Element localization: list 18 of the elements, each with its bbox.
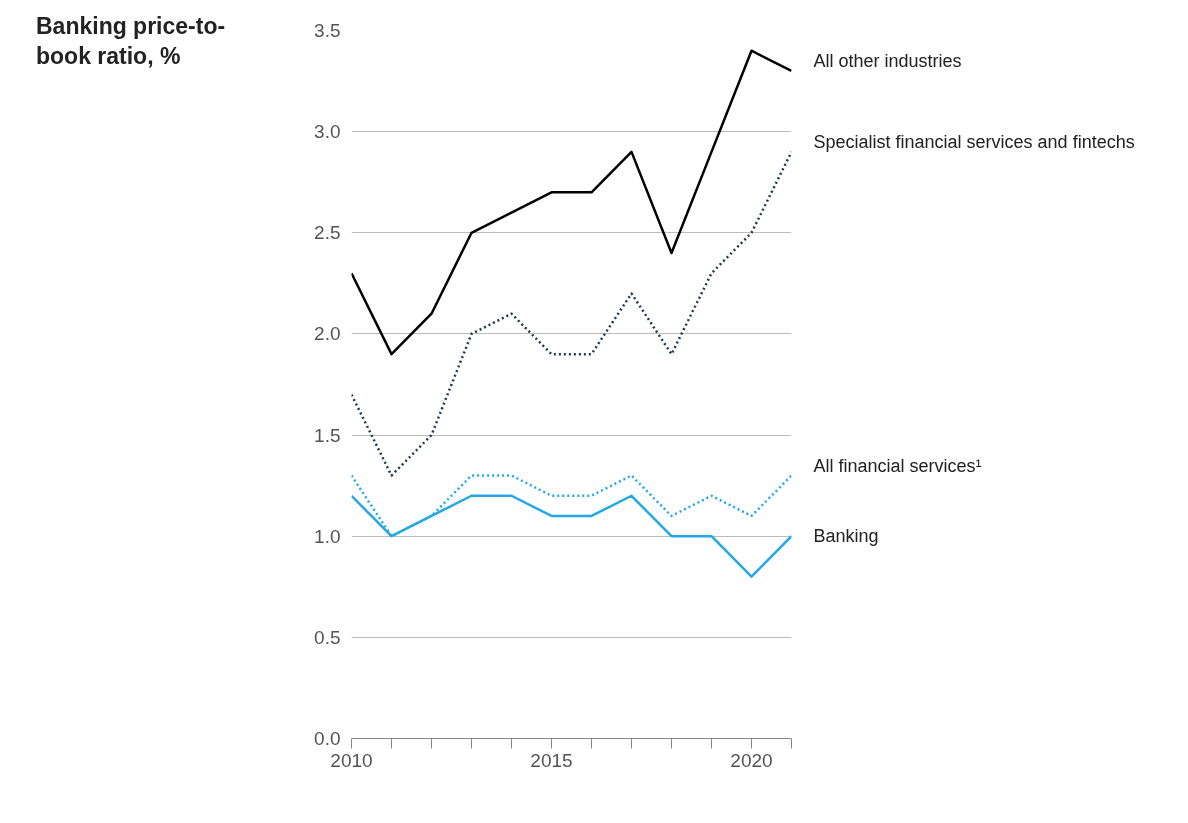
y-tick-label: 1.0 xyxy=(314,525,341,547)
x-tick-label: 2020 xyxy=(730,749,773,771)
y-tick-label: 0.5 xyxy=(314,626,341,648)
series-label: Banking xyxy=(813,526,879,547)
text: Banking price-to-book ratio, % xyxy=(36,12,226,71)
series-label: All financial services¹ xyxy=(813,455,982,476)
y-tick-label: 2.0 xyxy=(314,323,341,345)
series-label: All other industries xyxy=(813,50,962,71)
y-tick-label: 3.0 xyxy=(314,121,341,143)
y-tick-label: 3.5 xyxy=(314,20,341,41)
y-tick-label: 1.5 xyxy=(314,424,341,446)
line-series xyxy=(351,150,792,477)
x-tick-label: 2010 xyxy=(330,749,373,771)
y-tick-label: 0.0 xyxy=(314,728,341,749)
y-tick-label: 2.5 xyxy=(314,222,341,244)
series-label: Specialist financial services and fintechs xyxy=(813,131,1135,152)
x-tick-label: 2015 xyxy=(530,749,573,771)
line-series xyxy=(351,49,792,356)
